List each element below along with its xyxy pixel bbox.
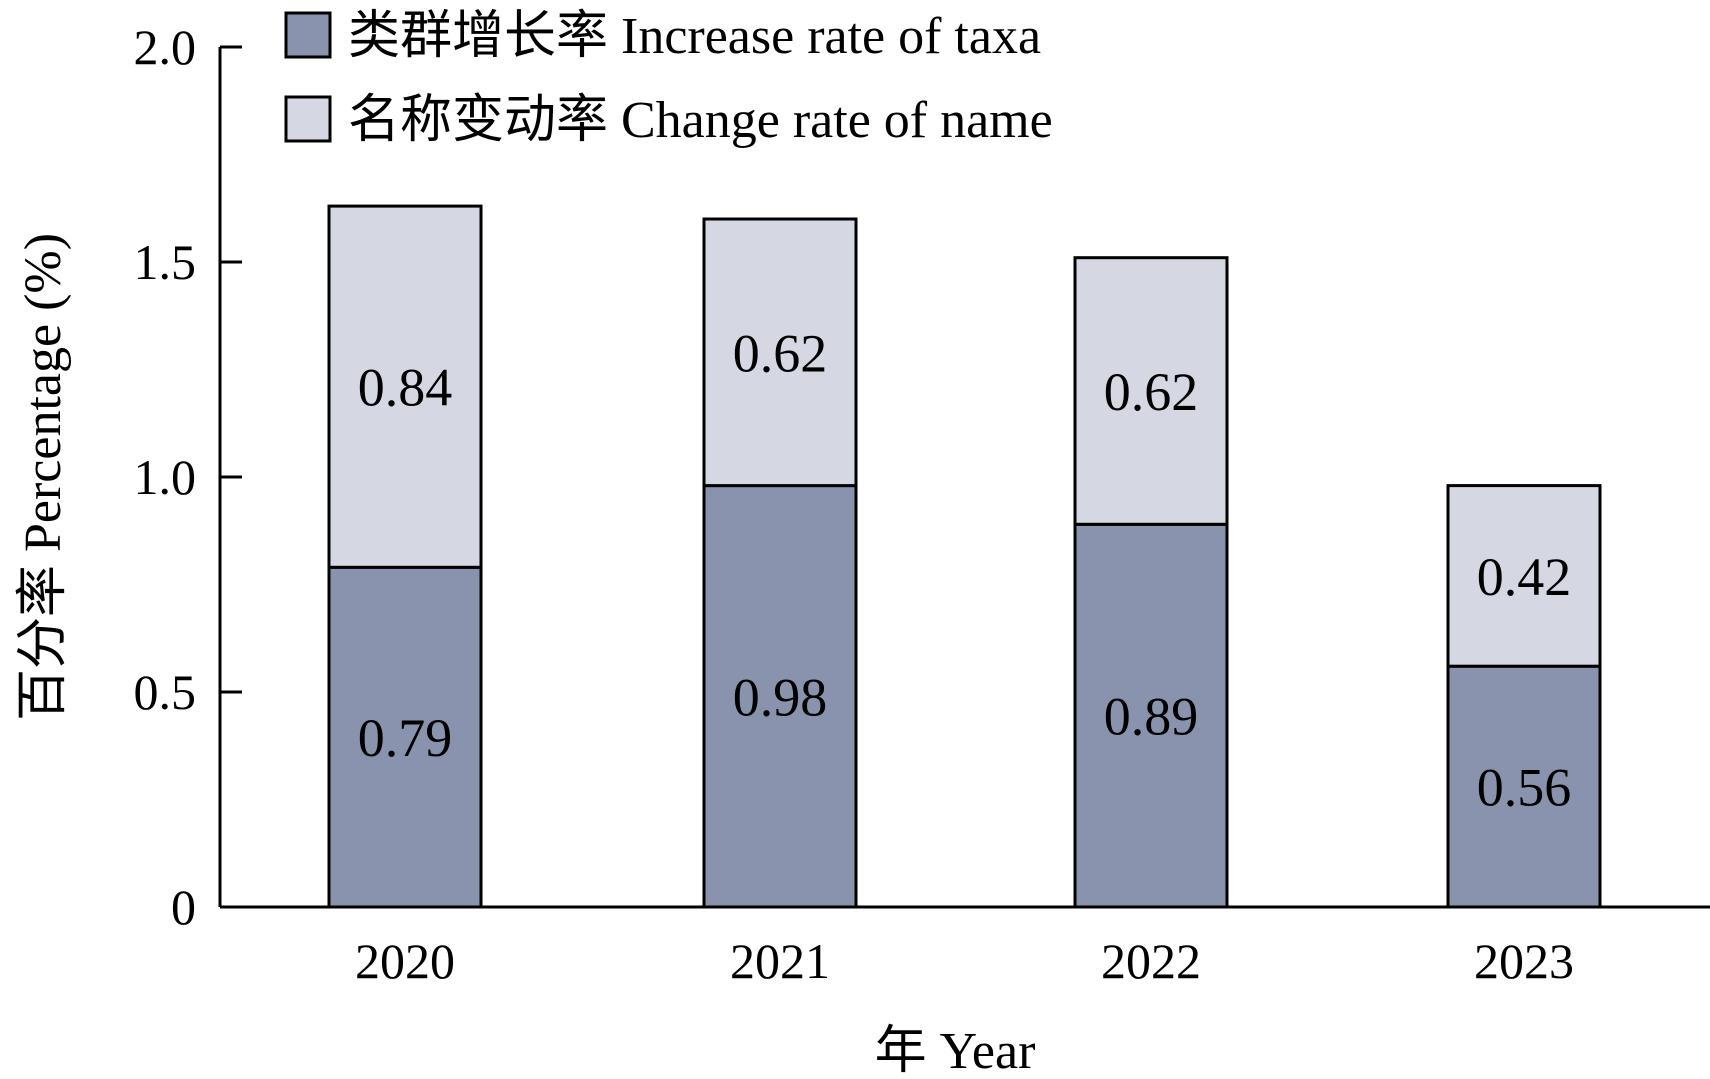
- legend-swatch-change-rate: [284, 95, 332, 143]
- data-label-2020-series-1: 0.84: [358, 358, 453, 418]
- y-tick-label: 1.0: [134, 449, 197, 505]
- y-tick-label: 2.0: [134, 19, 197, 75]
- bar-2023-series-1: [1446, 484, 1602, 668]
- x-tick-label: 2020: [355, 933, 455, 989]
- legend-label-increase-rate: 类群增长率 Increase rate of taxa: [348, 8, 1041, 65]
- bar-2021-series-1: [702, 217, 858, 488]
- data-labels-layer: 0.79 0.84 0.98 0.62 0.89 0.62 0.56 0.42: [358, 323, 1572, 817]
- bar-2020-series-0: [327, 565, 483, 909]
- legend-label-change-rate: 名称变动率 Change rate of name: [348, 92, 1053, 149]
- bar-2022-series-0: [1073, 522, 1229, 909]
- bar-2022-series-1: [1073, 256, 1229, 526]
- y-axis-title: 百分率 Percentage (%): [15, 233, 72, 721]
- y-ticks-layer: 0 0.5 1.0 1.5 2.0: [134, 19, 242, 935]
- data-label-2021-series-0: 0.98: [733, 667, 828, 727]
- x-tick-label: 2023: [1474, 933, 1574, 989]
- y-tick-label: 1.5: [134, 234, 197, 290]
- data-label-2022-series-0: 0.89: [1104, 687, 1199, 747]
- x-tick-label: 2021: [730, 933, 830, 989]
- data-label-2021-series-1: 0.62: [733, 323, 828, 383]
- x-ticks-layer: 2020 2021 2022 2023: [355, 933, 1574, 989]
- legend: 类群增长率 Increase rate of taxa 名称变动率 Change…: [284, 8, 1053, 149]
- data-label-2022-series-1: 0.62: [1104, 362, 1199, 422]
- x-axis-title: 年 Year: [875, 1023, 1036, 1079]
- data-label-2023-series-1: 0.42: [1477, 547, 1572, 607]
- bar-2020-series-1: [327, 204, 483, 569]
- y-tick-label: 0: [171, 879, 196, 935]
- data-label-2020-series-0: 0.79: [358, 708, 453, 768]
- x-tick-label: 2022: [1101, 933, 1201, 989]
- legend-swatch-increase-rate: [284, 11, 332, 59]
- y-tick-label: 0.5: [134, 664, 197, 720]
- bars-layer: [327, 204, 1602, 909]
- data-label-2023-series-0: 0.56: [1477, 758, 1572, 818]
